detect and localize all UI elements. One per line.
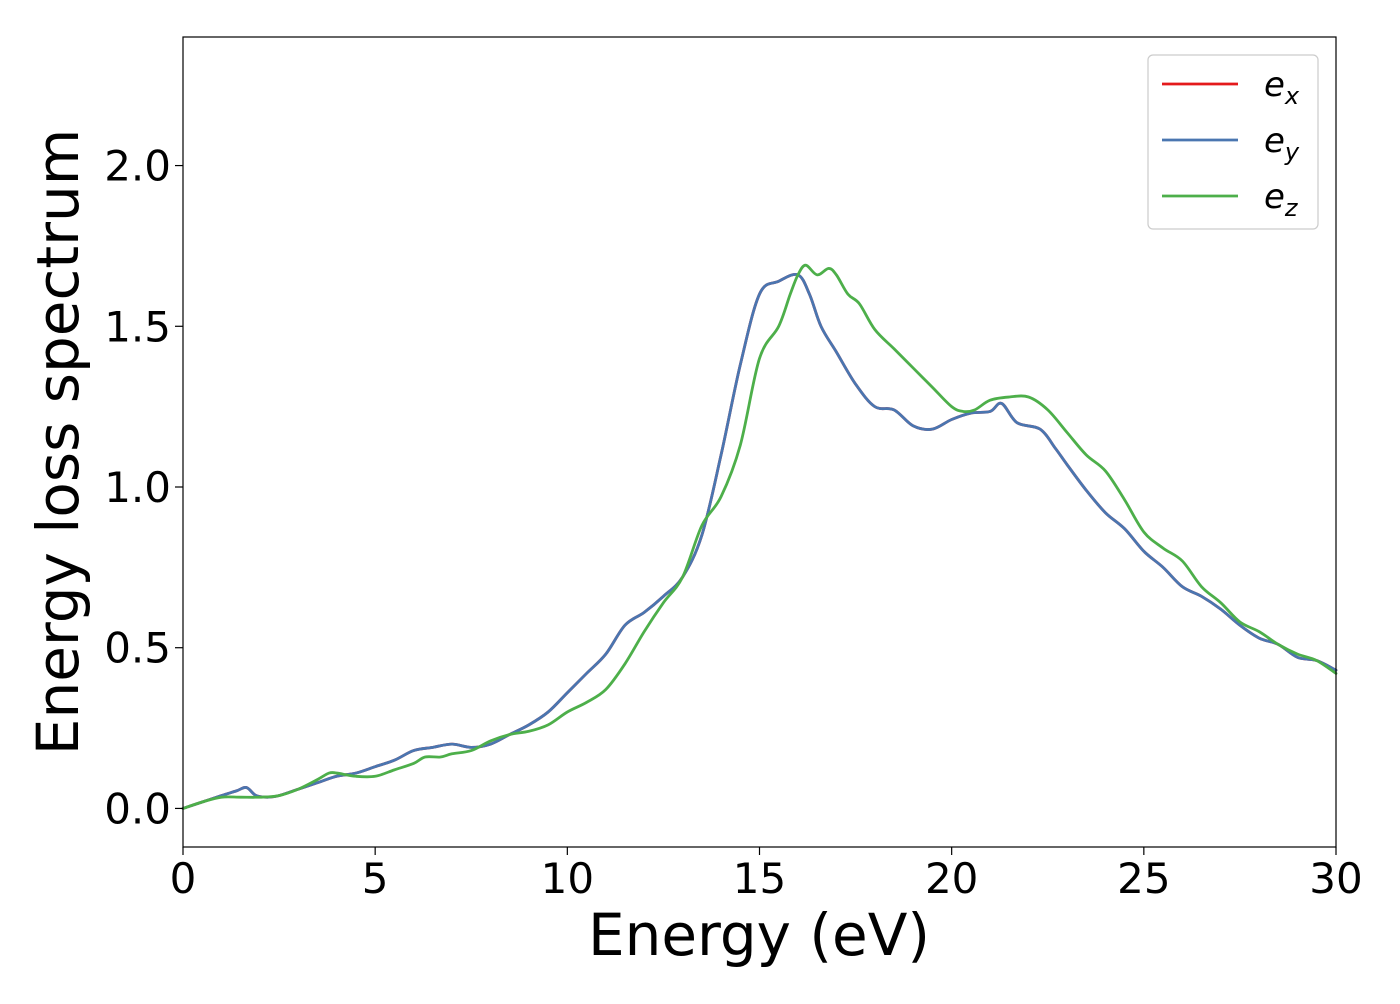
x-axis-label: Energy (eV) xyxy=(588,901,930,969)
series-layer xyxy=(181,263,1338,810)
y-tick-label: 0.0 xyxy=(104,784,171,833)
legend-label: ey xyxy=(1264,121,1300,166)
y-tick-label: 2.0 xyxy=(104,142,171,191)
legend-label: ez xyxy=(1264,177,1299,222)
x-tick-label: 15 xyxy=(733,854,786,903)
legend-box xyxy=(1147,54,1319,230)
legend-entry-z: ez xyxy=(1162,177,1299,222)
x-tick-label: 10 xyxy=(541,854,594,903)
y-axis-label: Energy loss spectrum xyxy=(24,129,92,755)
x-tick-label: 30 xyxy=(1309,854,1362,903)
y-ticks: 0.0 0.5 1.0 1.5 2.0 xyxy=(104,142,183,833)
y-tick-label: 1.5 xyxy=(104,302,171,351)
x-tick-label: 25 xyxy=(1117,854,1170,903)
legend-items: ex ey ez xyxy=(1162,65,1300,222)
legend-label: ex xyxy=(1264,65,1300,110)
legend-entry-y: ey xyxy=(1162,121,1300,166)
x-tick-label: 5 xyxy=(362,854,389,903)
y-tick-label: 0.5 xyxy=(104,624,171,673)
legend-entry-x: ex xyxy=(1162,65,1300,110)
series-line-z xyxy=(181,263,1338,810)
x-tick-label: 20 xyxy=(925,854,978,903)
x-tick-label: 0 xyxy=(170,854,197,903)
legend: ex ey ez xyxy=(1147,54,1319,230)
x-ticks: 0 5 10 15 20 25 30 xyxy=(170,847,1363,903)
y-tick-label: 1.0 xyxy=(104,463,171,512)
series-line-y xyxy=(181,272,1338,810)
